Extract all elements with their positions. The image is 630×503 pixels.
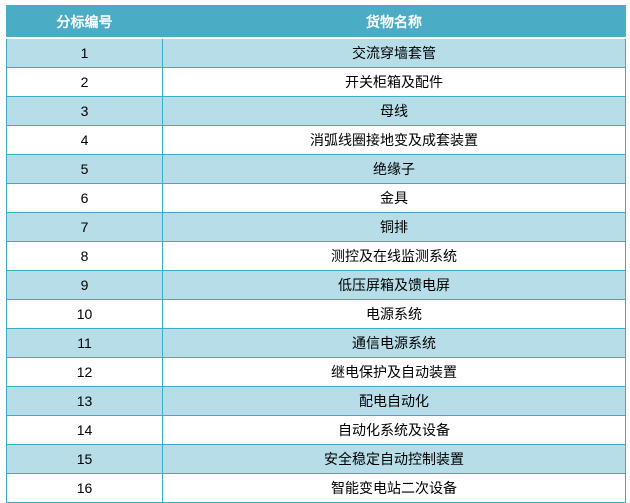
- table-row: 6 金具: [6, 183, 626, 213]
- table-row: 2 开关柜箱及配件: [6, 67, 626, 97]
- table-row: 5 绝缘子: [6, 154, 626, 184]
- goods-name-cell: 消弧线圈接地变及成套装置: [162, 125, 626, 155]
- goods-name-cell: 自动化系统及设备: [162, 415, 626, 445]
- lot-number-cell: 16: [6, 473, 163, 503]
- lot-number-cell: 14: [6, 415, 163, 445]
- goods-name-cell: 通信电源系统: [162, 328, 626, 358]
- table-row: 9 低压屏箱及馈电屏: [6, 270, 626, 300]
- bid-lots-table: 分标编号 货物名称 1 交流穿墙套管 2 开关柜箱及配件 3 母线 4 消弧线圈接地变及成套装…: [6, 5, 626, 503]
- lot-number-cell: 11: [6, 328, 163, 358]
- table-row: 16 智能变电站二次设备: [6, 473, 626, 503]
- goods-name-cell: 金具: [162, 183, 626, 213]
- goods-name-cell: 配电自动化: [162, 386, 626, 416]
- table-body: 1 交流穿墙套管 2 开关柜箱及配件 3 母线 4 消弧线圈接地变及成套装置 5 绝缘子 6 金具 7 铜…: [6, 37, 626, 503]
- goods-name-cell: 铜排: [162, 212, 626, 242]
- lot-number-cell: 6: [6, 183, 163, 213]
- goods-name-cell: 交流穿墙套管: [162, 37, 626, 68]
- lot-number-cell: 2: [6, 67, 163, 97]
- column-header-goods-name: 货物名称: [162, 5, 626, 39]
- goods-name-cell: 电源系统: [162, 299, 626, 329]
- table-row: 3 母线: [6, 96, 626, 126]
- table-row: 1 交流穿墙套管: [6, 37, 626, 68]
- lot-number-cell: 9: [6, 270, 163, 300]
- lot-number-cell: 5: [6, 154, 163, 184]
- lot-number-cell: 15: [6, 444, 163, 474]
- bid-lots-table-container: 分标编号 货物名称 1 交流穿墙套管 2 开关柜箱及配件 3 母线 4 消弧线圈接地变及成套装…: [6, 5, 626, 503]
- lot-number-cell: 13: [6, 386, 163, 416]
- table-row: 7 铜排: [6, 212, 626, 242]
- lot-number-cell: 10: [6, 299, 163, 329]
- table-header-row: 分标编号 货物名称: [6, 5, 626, 39]
- goods-name-cell: 低压屏箱及馈电屏: [162, 270, 626, 300]
- goods-name-cell: 测控及在线监测系统: [162, 241, 626, 271]
- goods-name-cell: 绝缘子: [162, 154, 626, 184]
- lot-number-cell: 4: [6, 125, 163, 155]
- lot-number-cell: 7: [6, 212, 163, 242]
- table-row: 12 继电保护及自动装置: [6, 357, 626, 387]
- column-header-lot-number: 分标编号: [6, 5, 163, 39]
- lot-number-cell: 8: [6, 241, 163, 271]
- goods-name-cell: 开关柜箱及配件: [162, 67, 626, 97]
- table-row: 8 测控及在线监测系统: [6, 241, 626, 271]
- lot-number-cell: 12: [6, 357, 163, 387]
- table-row: 14 自动化系统及设备: [6, 415, 626, 445]
- goods-name-cell: 母线: [162, 96, 626, 126]
- goods-name-cell: 继电保护及自动装置: [162, 357, 626, 387]
- lot-number-cell: 3: [6, 96, 163, 126]
- goods-name-cell: 安全稳定自动控制装置: [162, 444, 626, 474]
- goods-name-cell: 智能变电站二次设备: [162, 473, 626, 503]
- table-row: 4 消弧线圈接地变及成套装置: [6, 125, 626, 155]
- lot-number-cell: 1: [6, 37, 163, 68]
- table-row: 11 通信电源系统: [6, 328, 626, 358]
- table-row: 15 安全稳定自动控制装置: [6, 444, 626, 474]
- table-row: 13 配电自动化: [6, 386, 626, 416]
- table-row: 10 电源系统: [6, 299, 626, 329]
